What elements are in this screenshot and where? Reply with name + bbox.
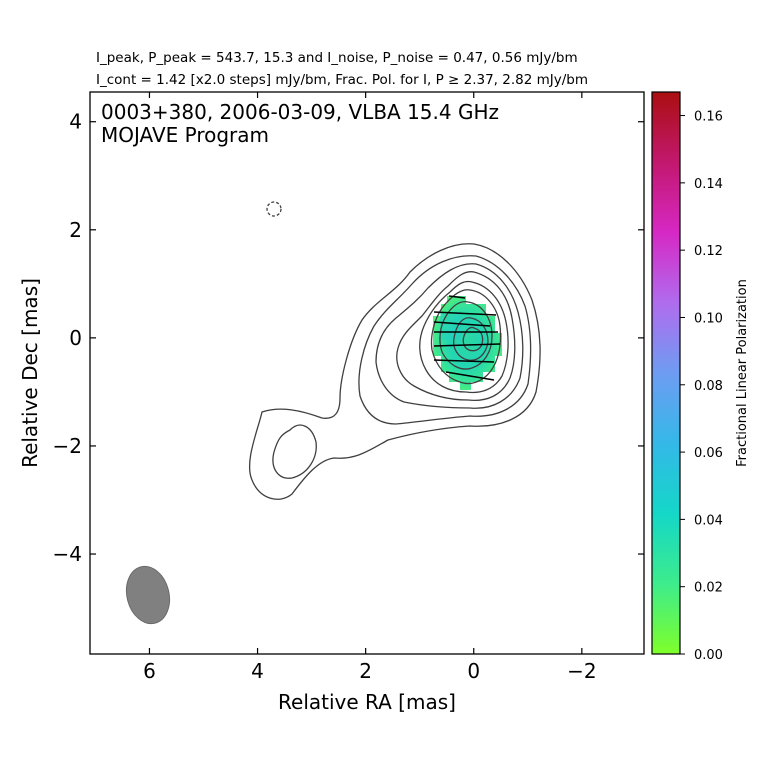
colorbar-tick-label: 0.10	[694, 311, 723, 326]
plot-background	[90, 92, 644, 654]
evpa-tick	[433, 343, 501, 347]
y-tick-label: 4	[69, 110, 82, 134]
evpa-tick	[448, 295, 466, 299]
contour-level-2	[358, 255, 532, 425]
colorbar-tick-label: 0.02	[694, 581, 723, 596]
y-tick-label: 0	[69, 326, 82, 350]
colorbar: 0.00 0.02 0.04 0.06 0.08 0.10 0.12 0.14 0.16 Fra…	[651, 91, 750, 663]
colorbar-ticks: 0.00 0.02 0.04 0.06 0.08 0.10 0.12 0.14 0.16	[680, 110, 723, 663]
colorbar-tick-label: 0.12	[694, 244, 723, 259]
colorbar-tick-label: 0.04	[694, 513, 723, 528]
restoring-beam	[125, 565, 171, 625]
evpa-tick	[433, 359, 495, 363]
y-tick-label: 2	[69, 218, 82, 242]
y-axis-label: Relative Dec [mas]	[18, 278, 42, 468]
contour-level-3	[375, 263, 524, 409]
x-axis-label: Relative RA [mas]	[278, 690, 456, 714]
plot-frame	[89, 91, 645, 655]
evpa-tick	[433, 321, 491, 327]
x-tick-label: 4	[251, 659, 264, 683]
colorbar-tick-label: 0.14	[694, 177, 723, 192]
contour-level-5	[419, 280, 509, 394]
x-tick-label: −2	[567, 659, 596, 683]
colorbar-tick-label: 0.06	[694, 446, 723, 461]
contour-hole	[272, 424, 317, 479]
colorbar-tick-label: 0.08	[694, 379, 723, 394]
plot-title-line-2: MOJAVE Program	[101, 123, 269, 147]
fractional-polarization-map	[433, 296, 502, 390]
x-tick-label: 6	[143, 659, 156, 683]
x-axis-ticks: 6 4 2 0 −2	[143, 92, 597, 683]
evpa-tick	[433, 311, 497, 316]
plot-title-line-1: 0003+380, 2006-03-09, VLBA 15.4 GHz	[101, 100, 499, 124]
negative-contour	[266, 201, 282, 217]
y-axis-ticks: 4 2 0 −2 −4	[53, 110, 644, 566]
x-tick-label: 2	[359, 659, 372, 683]
header-stats-line-1: I_peak, P_peak = 543.7, 15.3 and I_noise…	[96, 50, 578, 66]
colorbar-tick-label: 0.00	[694, 648, 723, 663]
intensity-contours	[248, 201, 541, 500]
header-stats-line-2: I_cont = 1.42 [x2.0 steps] mJy/bm, Frac.…	[96, 72, 588, 88]
y-tick-label: −4	[53, 542, 82, 566]
x-tick-label: 0	[467, 659, 480, 683]
evpa-tick	[445, 371, 495, 381]
evpa-ticks	[433, 295, 501, 381]
contour-level-1	[248, 243, 541, 500]
colorbar-tick-label: 0.16	[694, 110, 723, 125]
y-tick-label: −2	[53, 434, 82, 458]
colorbar-label: Fractional Linear Polarization	[735, 279, 750, 467]
plot-area: 6 4 2 0 −2 4 2 0 −2 −4 0003+380, 2006-03-09, VLB…	[53, 91, 645, 683]
contour-level-6	[430, 289, 502, 385]
contour-level-4	[396, 271, 516, 402]
polarization-core-patch	[440, 312, 462, 340]
colorbar-gradient	[651, 91, 681, 655]
